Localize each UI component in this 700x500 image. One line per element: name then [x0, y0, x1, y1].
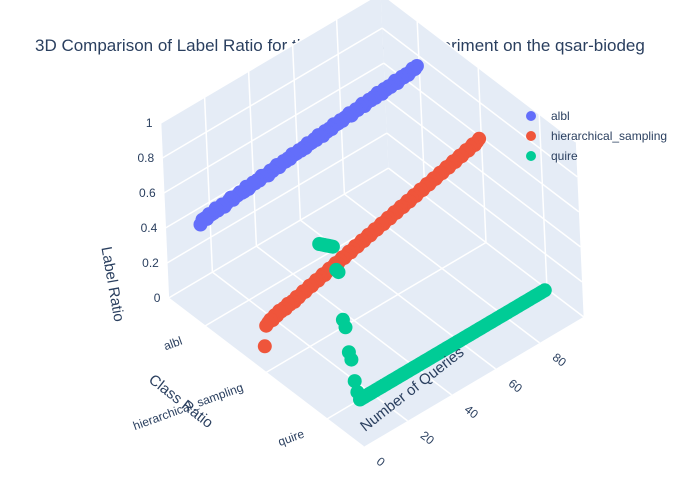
x-tick-label: 20 [418, 428, 437, 447]
legend-label: albl [551, 109, 570, 123]
z-gridline [163, 62, 385, 194]
z-tick-label: 0.6 [139, 186, 156, 200]
scene: 00.20.40.60.81020406080alblhierarchical_… [131, 0, 585, 470]
legend-item-quire[interactable]: quire [526, 149, 578, 163]
point-hierarchical_sampling [257, 339, 272, 354]
z-gridline [160, 0, 371, 124]
point-quire [350, 385, 365, 400]
z-gridline [161, 27, 383, 159]
legend-item-albl[interactable]: albl [526, 109, 570, 123]
y-gridline [265, 241, 487, 374]
y-gridline [538, 113, 548, 290]
x-gridline [203, 97, 214, 273]
point-quire [335, 312, 350, 327]
y-gridline [477, 67, 487, 243]
point-quire [347, 374, 362, 389]
z-tick-label: 1 [146, 116, 153, 130]
legend-label: quire [551, 149, 578, 163]
y-tick-label: quire [276, 427, 306, 449]
z-tick-label: 0.8 [137, 151, 154, 165]
left-pane [160, 0, 389, 299]
z-tick-label: 0 [154, 291, 161, 305]
z-tick-label: 0.2 [142, 256, 159, 270]
x-gridline [291, 45, 302, 221]
legend-label: hierarchical_sampling [551, 129, 667, 143]
x-tick-label: 40 [462, 402, 481, 421]
x-tick-label: 80 [550, 350, 569, 369]
z-gridline [168, 167, 389, 299]
x-tick-label: 60 [506, 376, 525, 395]
point-quire [312, 237, 327, 251]
z-tick-label: 0.4 [141, 221, 158, 235]
point-albl [193, 217, 208, 232]
legend-marker [526, 131, 536, 141]
x-gridline [247, 71, 258, 247]
legend-marker [526, 151, 536, 161]
point-quire [341, 345, 356, 360]
x-gridline [335, 19, 346, 195]
data-points [193, 59, 552, 407]
point-hierarchical_sampling [259, 318, 274, 333]
x-gridline [159, 123, 170, 299]
z-gridline [166, 132, 388, 264]
z-axis-title: Label Ratio [97, 245, 127, 323]
y-tick-label: albl [162, 334, 184, 354]
legend-marker [526, 111, 536, 121]
legend-item-hierarchical_sampling[interactable]: hierarchical_sampling [526, 129, 667, 143]
x-tick-label: 0 [374, 454, 388, 469]
y-gridline [416, 20, 426, 197]
point-quire [329, 262, 344, 277]
